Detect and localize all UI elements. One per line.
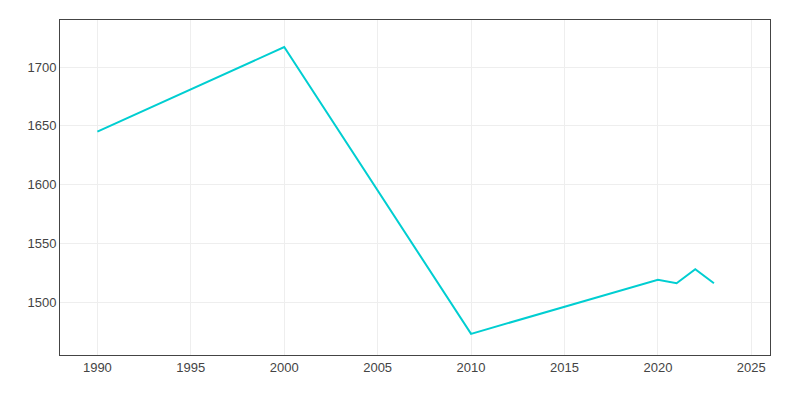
svg-text:1600: 1600 [27, 177, 56, 192]
svg-text:2015: 2015 [550, 360, 579, 375]
svg-text:1650: 1650 [27, 118, 56, 133]
svg-text:1550: 1550 [27, 236, 56, 251]
svg-text:1500: 1500 [27, 295, 56, 310]
svg-text:1990: 1990 [83, 360, 112, 375]
svg-text:1995: 1995 [176, 360, 205, 375]
svg-text:1700: 1700 [27, 60, 56, 75]
svg-text:2010: 2010 [457, 360, 486, 375]
svg-text:2025: 2025 [737, 360, 766, 375]
svg-text:2020: 2020 [643, 360, 672, 375]
svg-text:2005: 2005 [363, 360, 392, 375]
svg-text:2000: 2000 [270, 360, 299, 375]
